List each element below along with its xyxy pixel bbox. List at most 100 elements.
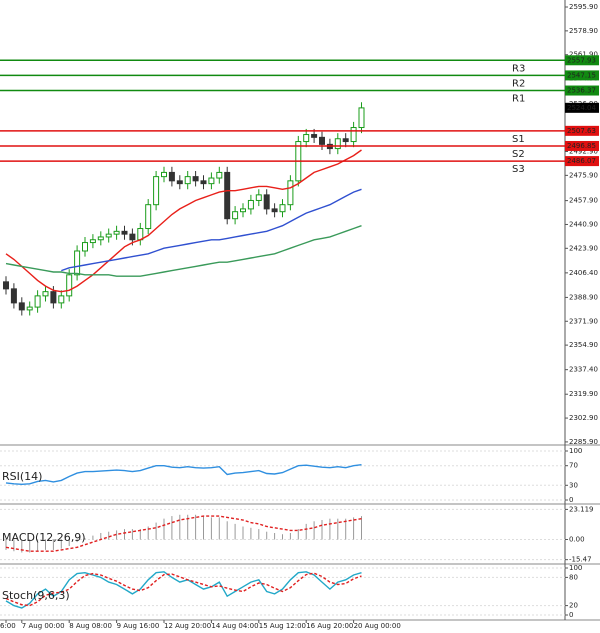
candle-body: [97, 236, 104, 241]
level-price: 2486.07: [567, 157, 596, 165]
candle-body: [26, 306, 33, 311]
current-price-box: [565, 102, 599, 113]
current-price: 2524.04: [567, 104, 596, 112]
level-price-box: [565, 70, 599, 81]
indicator-title: MACD(12,26,9): [2, 531, 86, 544]
y-tick-label: 0.00: [569, 536, 585, 544]
candle-body: [208, 177, 215, 185]
candle-body: [153, 176, 160, 206]
candle-body: [287, 180, 294, 206]
candle-body: [10, 288, 17, 304]
series-line: [5, 572, 362, 607]
x-tick-label: 7 Aug 00:00: [22, 622, 65, 630]
y-tick-label: 2354.90: [569, 341, 598, 349]
y-tick-label: 2319.90: [569, 390, 598, 398]
y-tick-label: 2578.90: [569, 27, 598, 35]
x-tick-label: 9 Aug 16:00: [117, 622, 160, 630]
candle-body: [42, 291, 49, 297]
candle-body: [129, 233, 136, 241]
x-tick-label: 8 Aug 08:00: [69, 622, 112, 630]
series-line: [5, 571, 362, 609]
candle-body: [224, 171, 231, 220]
candle-body: [350, 127, 357, 143]
x-tick-label: 20 Aug 00:00: [354, 622, 401, 630]
y-tick-label: 0: [569, 611, 573, 619]
y-tick-label: 2285.90: [569, 438, 598, 446]
series-line: [5, 464, 362, 486]
candle-body: [50, 291, 57, 304]
y-tick-label: 80: [569, 573, 578, 581]
x-tick-label: 15 Aug 12:00: [259, 622, 306, 630]
level-price-box: [565, 125, 599, 136]
candle-body: [176, 180, 183, 185]
candle-body: [271, 208, 278, 213]
candle-body: [358, 107, 365, 129]
candle-body: [342, 138, 349, 143]
x-tick-label: 14 Aug 04:00: [211, 622, 258, 630]
candle-body: [113, 230, 120, 235]
candle-body: [18, 302, 25, 311]
level-price: 2496.85: [567, 142, 596, 150]
series-line: [61, 188, 362, 272]
level-price: 2557.93: [567, 56, 596, 64]
indicator-title: Stoch(9,6,3): [2, 589, 70, 602]
candle-body: [74, 250, 81, 276]
candle-body: [34, 295, 41, 308]
y-tick-label: 2302.90: [569, 414, 598, 422]
candle-body: [247, 199, 254, 210]
candle-body: [192, 176, 199, 182]
y-tick-label: 0: [569, 496, 573, 504]
y-tick-label: 2440.90: [569, 220, 598, 228]
level-price: 2507.63: [567, 127, 596, 135]
candle-body: [89, 239, 96, 244]
level-name: S1: [512, 134, 525, 145]
candle-body: [319, 136, 325, 145]
y-tick-label: 100: [569, 447, 582, 455]
level-price: 2547.15: [567, 71, 596, 79]
y-tick-label: 30: [569, 481, 578, 489]
candle-body: [58, 295, 65, 304]
candle-body: [168, 171, 175, 182]
candle-body: [232, 211, 239, 220]
level-price-box: [565, 140, 599, 151]
candle-body: [145, 204, 152, 230]
level-name: R1: [512, 94, 525, 105]
level-price: 2536.37: [567, 87, 596, 95]
indicator-title: RSI(14): [2, 470, 42, 483]
candle-body: [311, 134, 318, 138]
y-tick-label: 2561.90: [569, 51, 598, 59]
y-tick-label: 2423.90: [569, 244, 598, 252]
candle-body: [255, 194, 262, 201]
y-tick-label: 2595.90: [569, 3, 598, 11]
y-tick-label: -15.47: [569, 556, 592, 564]
x-tick-label: 16 Aug 20:00: [306, 622, 353, 630]
y-tick-label: 70: [569, 462, 578, 470]
y-tick-label: 100: [569, 564, 582, 572]
y-tick-label: 2492.90: [569, 148, 598, 156]
y-tick-label: 20: [569, 602, 578, 610]
series-line: [5, 225, 362, 277]
candle-body: [121, 230, 128, 235]
y-tick-label: 2406.40: [569, 269, 598, 277]
y-tick-label: 2337.40: [569, 366, 598, 374]
level-name: R2: [512, 78, 525, 89]
y-tick-label: 2475.90: [569, 171, 598, 179]
series-line: [5, 149, 362, 293]
candle-body: [279, 204, 286, 213]
level-price-box: [565, 85, 599, 96]
y-tick-label: 2388.90: [569, 293, 598, 301]
candle-body: [216, 171, 223, 179]
x-tick-label: 12 Aug 20:00: [164, 622, 211, 630]
level-name: R3: [512, 63, 525, 74]
x-tick-label: 6:00: [0, 622, 16, 630]
candle-body: [3, 281, 9, 290]
candle-body: [263, 194, 270, 210]
candle-body: [105, 233, 112, 238]
y-tick-label: 2371.90: [569, 317, 598, 325]
series-line: [5, 515, 362, 552]
y-tick-label: 23.119: [569, 505, 594, 513]
candle-body: [184, 176, 191, 185]
candle-body: [66, 274, 73, 297]
